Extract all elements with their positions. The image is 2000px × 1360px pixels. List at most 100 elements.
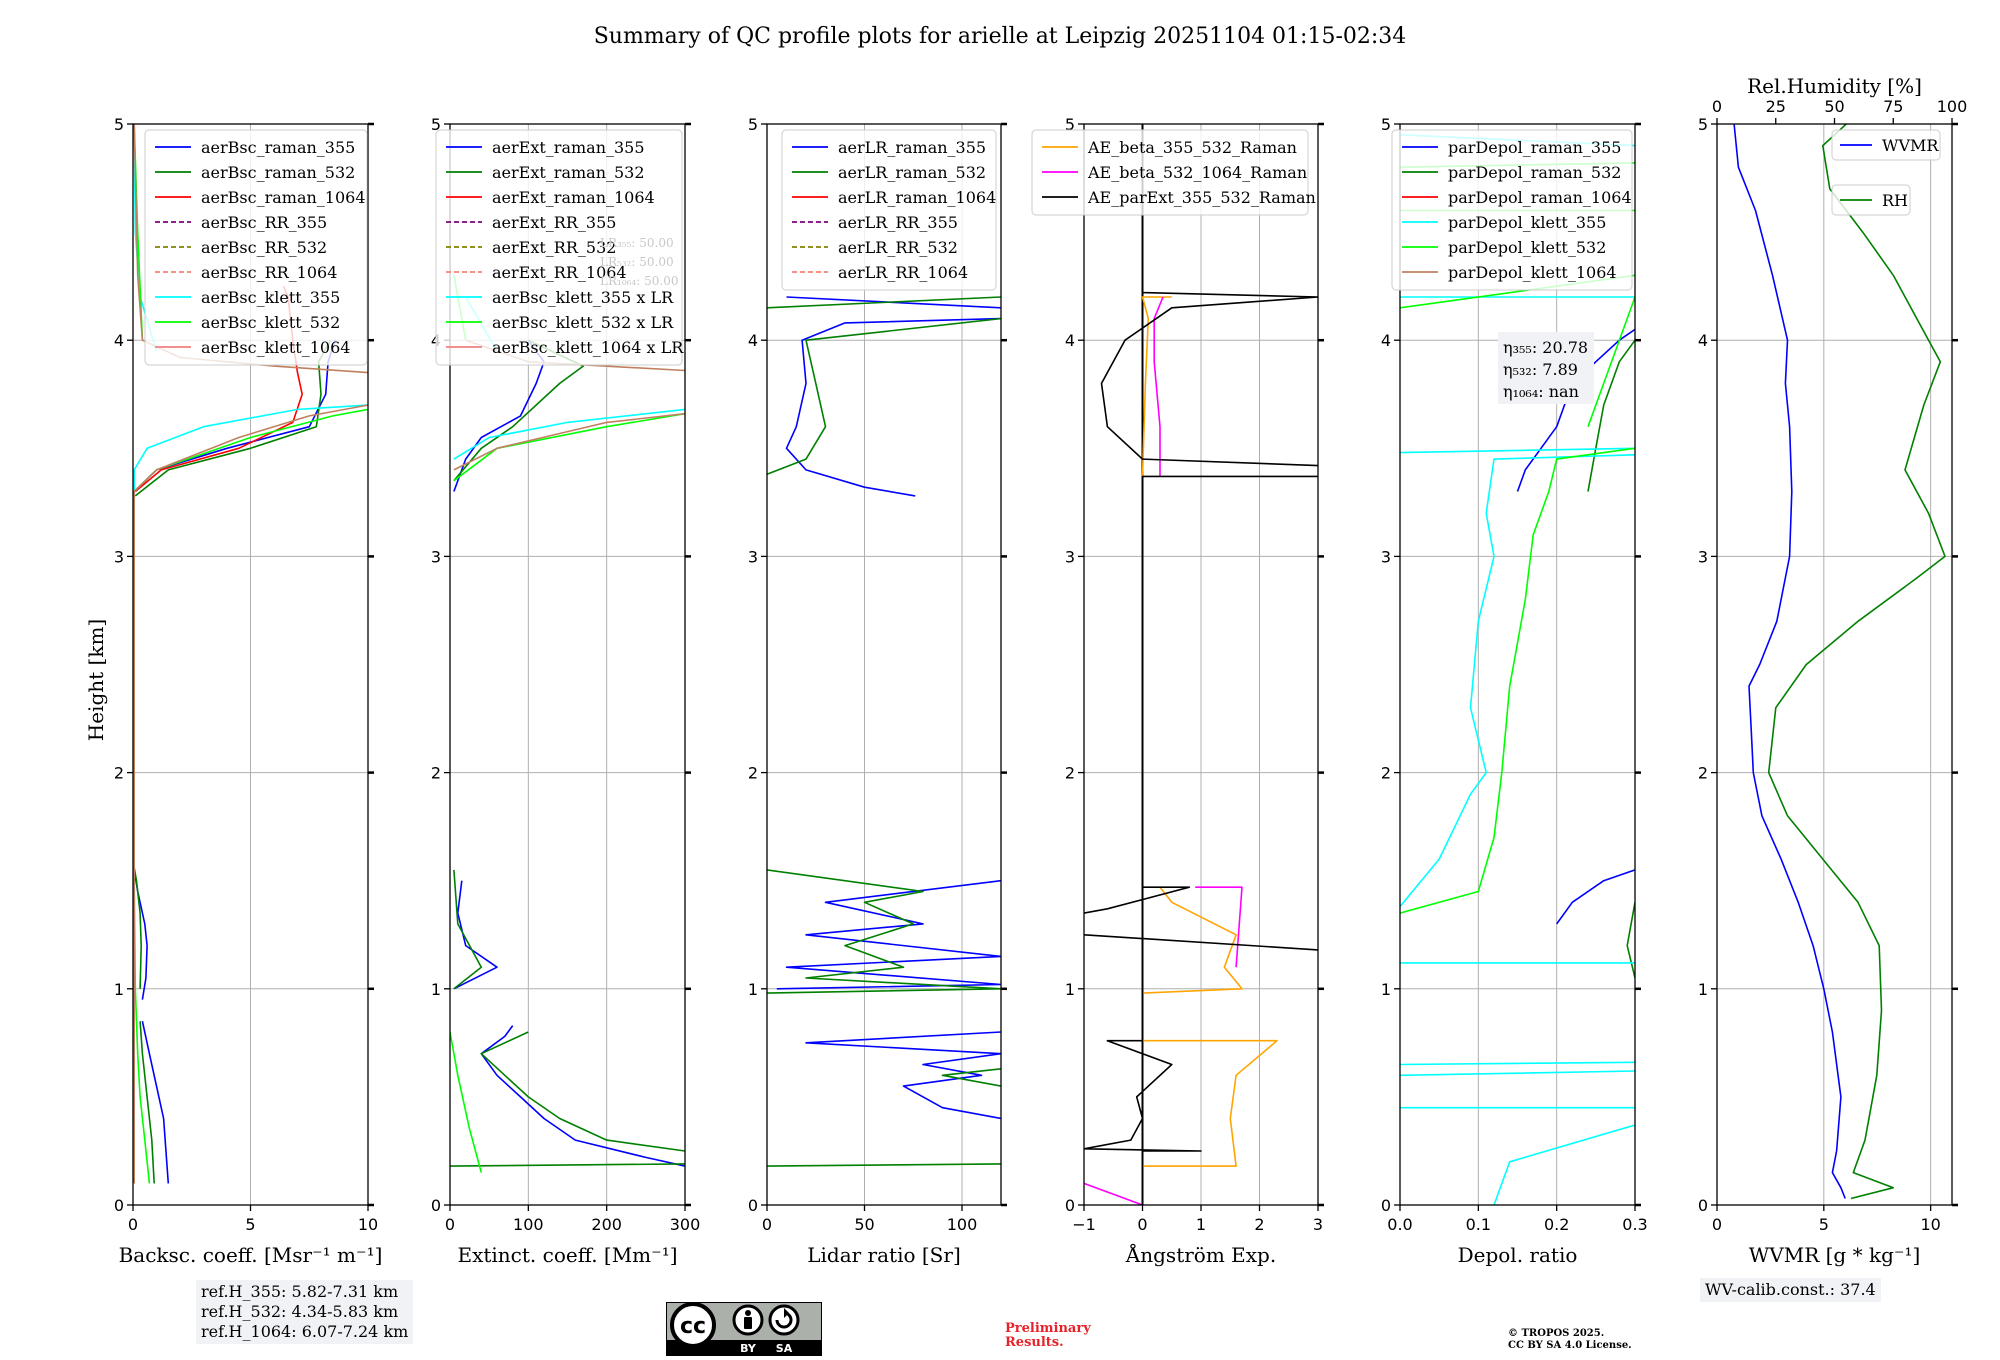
legend-label: aerBsc_raman_532 [201,163,355,182]
height-axis-label: Height [km] [84,619,108,741]
cc-by-sa-badge: cc BY SA [666,1302,822,1356]
x-tick-label: 3 [1313,1215,1323,1234]
legend-label: aerBsc_klett_355 [201,288,340,307]
series-AE_parExt_355_532_Raman [1084,124,1318,1205]
plot-area [1400,134,1635,1205]
legend-box [435,129,683,366]
legend-label: AE_beta_355_532_Raman [1087,138,1297,157]
y-tick-label: 2 [1381,764,1391,783]
series-aerLR_raman_532 [767,296,1001,1167]
x-tick-label: 0.3 [1622,1215,1647,1234]
legend-label: aerExt_raman_355 [492,138,645,157]
legend-box [1391,129,1633,291]
y-tick-label: 1 [1381,980,1391,999]
series-aerLR_raman_355 [776,296,1001,1120]
series-aerExt_raman_355 [453,339,685,1167]
plot-area [767,296,1001,1167]
legend-label: WVMR [1882,136,1939,155]
y-tick-label: 1 [1065,980,1075,999]
plot-frame [1399,123,1636,1206]
x-tick-label: 10 [358,1215,378,1234]
copyright-note: © TROPOS 2025. CC BY SA 4.0 License. [1508,1328,1632,1352]
x-tick-label: 5 [245,1215,255,1234]
y-tick-label: 0 [431,1196,441,1215]
x-tick-label: 0.1 [1466,1215,1491,1234]
y-tick-label: 2 [1065,764,1075,783]
legend-label: parDepol_raman_355 [1448,138,1621,157]
y-tick-label: 1 [1698,980,1708,999]
y-tick-label: 1 [431,980,441,999]
legend-label: RH [1882,191,1908,210]
x-tick-label: 0 [1712,1215,1722,1234]
legend-label: aerLR_RR_532 [838,238,958,257]
legend-label: parDepol_klett_1064 [1448,263,1617,282]
y-tick-label: 0 [748,1196,758,1215]
legend-box [144,129,368,366]
legend-label: aerBsc_klett_1064 [201,338,350,357]
y-tick-label: 3 [114,547,124,566]
plot-area [1733,124,1946,1200]
x-tick-label: 50 [854,1215,874,1234]
x-tick-label: 0 [445,1215,455,1234]
x-tick-label: 0 [1137,1215,1147,1234]
series-parDepol_klett_355 [1400,134,1635,1205]
copyright-line-2: CC BY SA 4.0 License. [1508,1340,1632,1351]
lr-note: LR₃₅₅: 50.00 [600,236,674,250]
x-tick-label: 0.2 [1544,1215,1569,1234]
series-parDepol_raman_532 [1587,339,1635,979]
legend: AE_beta_355_532_Raman AE_beta_532_1064_Ra… [1031,129,1316,216]
y-tick-label: 4 [1698,331,1708,350]
legend-label: aerBsc_klett_532 [201,313,340,332]
legend-label: parDepol_raman_1064 [1448,188,1632,207]
x-axis-label: Ångström Exp. [1125,1242,1276,1267]
reference-height-box: ref.H_355: 5.82-7.31 km ref.H_532: 4.34-… [196,1280,414,1344]
series-AE_beta_355_532_Raman [1141,296,1278,1167]
cc-by-label: BY [740,1342,757,1355]
legend: aerLR_raman_355 aerLR_raman_532 aerLR_rama… [781,129,997,291]
y-tick-label: 3 [431,547,441,566]
x-tick-label: 5 [1819,1215,1829,1234]
x-axis-label: Backsc. coeff. [Msr⁻¹ m⁻¹] [119,1243,383,1267]
x-tick-label: 100 [513,1215,544,1234]
y-tick-label: 5 [1381,115,1391,134]
panel-extinction: 0123450100200300Extinct. coeff. [Mm⁻¹]ae… [431,115,700,1267]
x-axis-label: Depol. ratio [1458,1243,1578,1267]
top-x-axis-label: Rel.Humidity [%] [1747,74,1922,98]
wv-calibration-box: WV-calib.const.: 37.4 [1700,1278,1881,1302]
y-tick-label: 0 [114,1196,124,1215]
x-tick-label: 2 [1254,1215,1264,1234]
series-aerBsc_klett_532 x LR [450,275,685,1173]
legend-box [1831,129,1941,161]
x-tick-label: 100 [947,1215,978,1234]
legend-label: AE_beta_532_1064_Raman [1087,163,1307,182]
lr-note: LR₁₀₆₄: 50.00 [600,274,678,288]
cc-logo-text: cc [680,1314,706,1339]
ref-height-532: ref.H_532: 4.34-5.83 km [201,1302,399,1321]
x-tick-label: 300 [670,1215,701,1234]
eta-value: η₃₅₅: 20.78 [1503,338,1588,357]
sa-share-icon [768,1304,800,1336]
y-tick-label: 5 [431,115,441,134]
top-x-tick-label: 100 [1937,97,1968,116]
legend-label: aerLR_RR_355 [838,213,958,232]
series-WVMR [1733,124,1846,1199]
legend-label: aerBsc_klett_532 x LR [492,313,674,332]
legend-label: aerLR_raman_532 [838,163,986,182]
x-tick-label: 0 [128,1215,138,1234]
y-tick-label: 1 [114,980,124,999]
copyright-line-1: © TROPOS 2025. [1508,1328,1605,1339]
y-tick-label: 2 [1698,764,1708,783]
y-tick-label: 0 [1381,1196,1391,1215]
preliminary-note: Preliminary Results. [1005,1322,1091,1350]
plot-frame [766,123,1002,1206]
legend-label: aerBsc_RR_532 [201,238,327,257]
plot-frame [449,123,686,1206]
y-tick-label: 5 [748,115,758,134]
y-tick-label: 5 [1698,115,1708,134]
series-aerExt_raman_532 [450,339,685,1167]
legend-label: aerBsc_raman_355 [201,138,355,157]
plot-area [133,124,368,1184]
y-tick-label: 3 [1381,547,1391,566]
legend-label: parDepol_klett_355 [1448,213,1606,232]
